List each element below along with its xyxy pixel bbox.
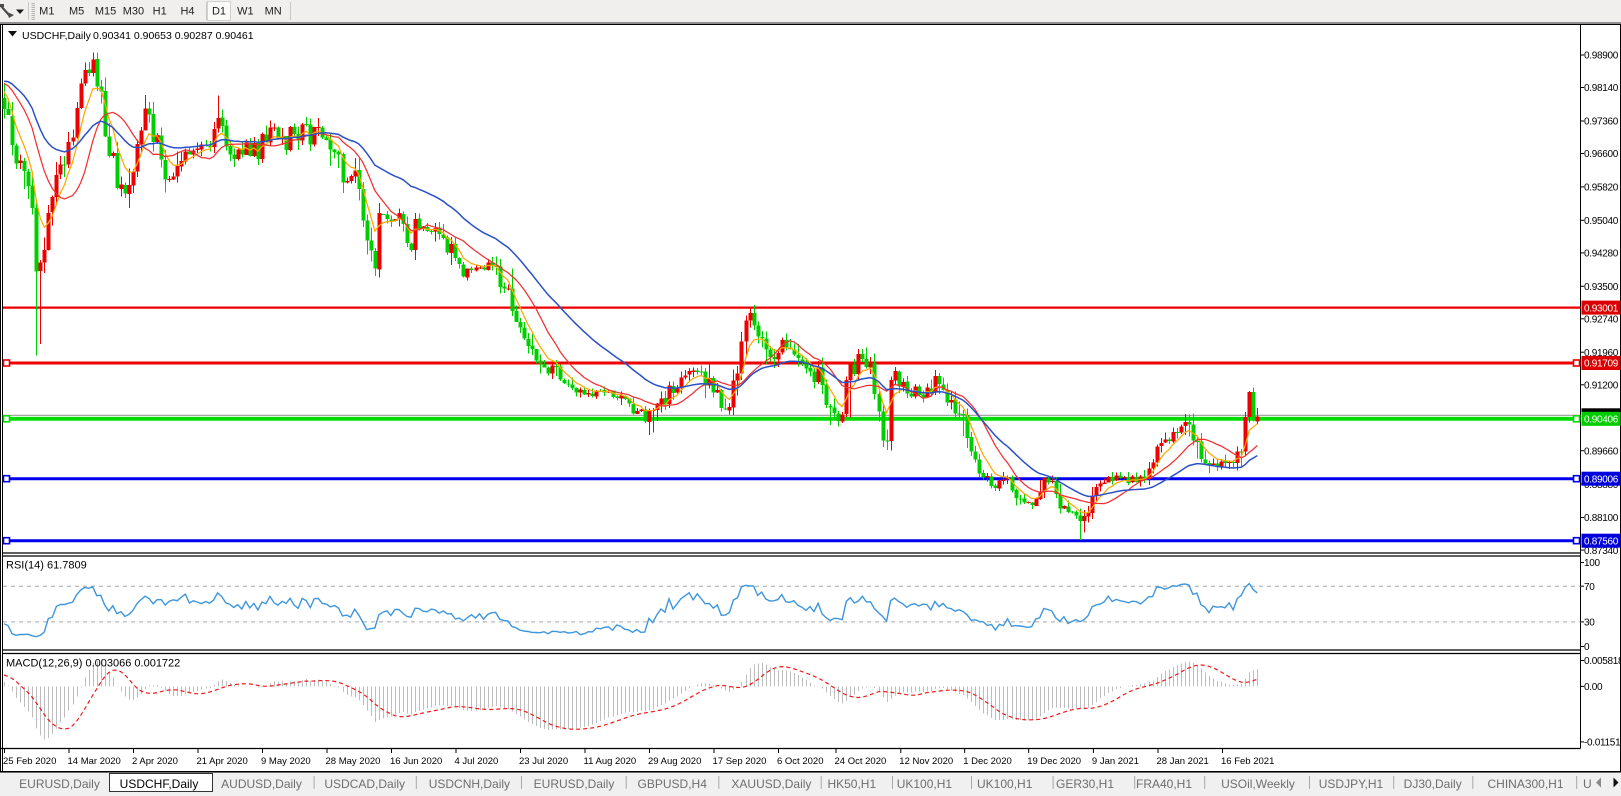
svg-text:DJ30,Daily: DJ30,Daily bbox=[1404, 777, 1462, 791]
svg-text:28 May 2020: 28 May 2020 bbox=[326, 756, 381, 767]
svg-text:W1: W1 bbox=[237, 6, 254, 18]
svg-text:100: 100 bbox=[1584, 558, 1601, 569]
svg-text:0.93500: 0.93500 bbox=[1584, 282, 1619, 293]
svg-text:0.90341 0.90653 0.90287 0.9046: 0.90341 0.90653 0.90287 0.90461 bbox=[93, 30, 254, 42]
svg-text:0.98140: 0.98140 bbox=[1584, 83, 1619, 94]
svg-text:0.91200: 0.91200 bbox=[1584, 381, 1619, 392]
svg-text:0.95820: 0.95820 bbox=[1584, 183, 1619, 194]
svg-text:12 Nov 2020: 12 Nov 2020 bbox=[899, 756, 953, 767]
svg-text:MN: MN bbox=[265, 6, 282, 18]
svg-text:21 Apr 2020: 21 Apr 2020 bbox=[197, 756, 248, 767]
svg-text:MACD(12,26,9) 0.003066 0.00172: MACD(12,26,9) 0.003066 0.001722 bbox=[6, 658, 180, 670]
svg-text:EURUSD,Daily: EURUSD,Daily bbox=[19, 777, 100, 791]
svg-text:70: 70 bbox=[1584, 582, 1595, 593]
svg-text:RSI(14) 61.7809: RSI(14) 61.7809 bbox=[6, 560, 87, 572]
svg-text:H4: H4 bbox=[180, 6, 194, 18]
svg-text:2 Apr 2020: 2 Apr 2020 bbox=[132, 756, 178, 767]
svg-text:0.97360: 0.97360 bbox=[1584, 117, 1619, 128]
svg-text:29 Aug 2020: 29 Aug 2020 bbox=[648, 756, 701, 767]
svg-text:UK100,H1: UK100,H1 bbox=[897, 777, 953, 791]
svg-text:0.91960: 0.91960 bbox=[1584, 348, 1619, 359]
svg-text:0.98900: 0.98900 bbox=[1584, 51, 1619, 62]
svg-text:0.87340: 0.87340 bbox=[1584, 546, 1619, 557]
svg-text:CHINA300,H1: CHINA300,H1 bbox=[1487, 777, 1563, 791]
svg-text:24 Oct 2020: 24 Oct 2020 bbox=[835, 756, 887, 767]
svg-text:XAUUSD,Daily: XAUUSD,Daily bbox=[731, 777, 811, 791]
svg-text:M30: M30 bbox=[123, 6, 144, 18]
svg-text:GBPUSD,H4: GBPUSD,H4 bbox=[638, 777, 708, 791]
svg-text:0.91709: 0.91709 bbox=[1584, 359, 1619, 370]
svg-text:USDCHF,Daily: USDCHF,Daily bbox=[120, 777, 199, 791]
svg-text:0.87560: 0.87560 bbox=[1584, 536, 1619, 547]
svg-text:0.94280: 0.94280 bbox=[1584, 249, 1619, 260]
svg-text:17 Sep 2020: 17 Sep 2020 bbox=[713, 756, 767, 767]
svg-text:30: 30 bbox=[1584, 618, 1595, 629]
svg-text:28 Jan 2021: 28 Jan 2021 bbox=[1157, 756, 1209, 767]
svg-text:0.89660: 0.89660 bbox=[1584, 446, 1619, 457]
svg-text:0: 0 bbox=[1584, 642, 1590, 653]
svg-text:USDCHF,Daily: USDCHF,Daily bbox=[22, 30, 92, 42]
svg-text:23 Jul 2020: 23 Jul 2020 bbox=[519, 756, 568, 767]
svg-text:USOil,Weekly: USOil,Weekly bbox=[1221, 777, 1295, 791]
svg-text:EURUSD,Daily: EURUSD,Daily bbox=[534, 777, 615, 791]
svg-text:16 Feb 2021: 16 Feb 2021 bbox=[1221, 756, 1274, 767]
svg-text:D1: D1 bbox=[212, 6, 226, 18]
svg-text:H1: H1 bbox=[153, 6, 167, 18]
svg-text:HK50,H1: HK50,H1 bbox=[827, 777, 876, 791]
svg-text:9 Jan 2021: 9 Jan 2021 bbox=[1092, 756, 1139, 767]
svg-text:11 Aug 2020: 11 Aug 2020 bbox=[584, 756, 637, 767]
svg-text:19 Dec 2020: 19 Dec 2020 bbox=[1027, 756, 1081, 767]
svg-text:0.0058185: 0.0058185 bbox=[1584, 656, 1621, 667]
svg-text:M15: M15 bbox=[95, 6, 116, 18]
svg-text:-0.011514: -0.011514 bbox=[1584, 738, 1621, 749]
svg-text:16 Jun 2020: 16 Jun 2020 bbox=[390, 756, 442, 767]
svg-text:UK100,H1: UK100,H1 bbox=[977, 777, 1033, 791]
svg-text:USDCAD,Daily: USDCAD,Daily bbox=[324, 777, 405, 791]
svg-text:0.92740: 0.92740 bbox=[1584, 315, 1619, 326]
svg-text:14 Mar 2020: 14 Mar 2020 bbox=[68, 756, 121, 767]
svg-text:1 Dec 2020: 1 Dec 2020 bbox=[963, 756, 1012, 767]
svg-text:0.90406: 0.90406 bbox=[1584, 415, 1619, 426]
svg-text:0.88100: 0.88100 bbox=[1584, 513, 1619, 524]
svg-text:6 Oct 2020: 6 Oct 2020 bbox=[777, 756, 823, 767]
svg-text:M1: M1 bbox=[39, 6, 54, 18]
svg-text:U: U bbox=[1583, 777, 1592, 791]
svg-text:0.00: 0.00 bbox=[1584, 682, 1603, 693]
svg-text:0.89006: 0.89006 bbox=[1584, 474, 1619, 485]
svg-text:4 Jul 2020: 4 Jul 2020 bbox=[455, 756, 499, 767]
svg-text:GER30,H1: GER30,H1 bbox=[1056, 777, 1114, 791]
svg-text:0.95040: 0.95040 bbox=[1584, 216, 1619, 227]
svg-text:0.93001: 0.93001 bbox=[1584, 303, 1619, 314]
svg-text:25 Feb 2020: 25 Feb 2020 bbox=[3, 756, 56, 767]
svg-text:M5: M5 bbox=[69, 6, 84, 18]
svg-text:USDCNH,Daily: USDCNH,Daily bbox=[429, 777, 510, 791]
svg-text:FRA40,H1: FRA40,H1 bbox=[1136, 777, 1192, 791]
svg-text:0.96600: 0.96600 bbox=[1584, 149, 1619, 160]
svg-text:USDJPY,H1: USDJPY,H1 bbox=[1319, 777, 1384, 791]
svg-text:9 May 2020: 9 May 2020 bbox=[261, 756, 311, 767]
svg-text:AUDUSD,Daily: AUDUSD,Daily bbox=[221, 777, 302, 791]
